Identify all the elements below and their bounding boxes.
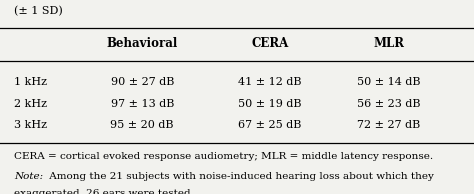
Text: 1 kHz: 1 kHz (14, 77, 47, 87)
Text: 3 kHz: 3 kHz (14, 120, 47, 130)
Text: Behavioral: Behavioral (107, 37, 178, 50)
Text: CERA = cortical evoked response audiometry; MLR = middle latency response.: CERA = cortical evoked response audiomet… (14, 152, 433, 161)
Text: 41 ± 12 dB: 41 ± 12 dB (238, 77, 302, 87)
Text: 56 ± 23 dB: 56 ± 23 dB (357, 99, 420, 109)
Text: 67 ± 25 dB: 67 ± 25 dB (238, 120, 302, 130)
Text: 95 ± 20 dB: 95 ± 20 dB (110, 120, 174, 130)
Text: (± 1 SD): (± 1 SD) (14, 6, 63, 16)
Text: MLR: MLR (373, 37, 404, 50)
Text: Note:: Note: (14, 172, 43, 181)
Text: 2 kHz: 2 kHz (14, 99, 47, 109)
Text: 50 ± 14 dB: 50 ± 14 dB (357, 77, 420, 87)
Text: 90 ± 27 dB: 90 ± 27 dB (110, 77, 174, 87)
Text: 50 ± 19 dB: 50 ± 19 dB (238, 99, 302, 109)
Text: 97 ± 13 dB: 97 ± 13 dB (110, 99, 174, 109)
Text: Among the 21 subjects with noise-induced hearing loss about which they: Among the 21 subjects with noise-induced… (46, 172, 434, 181)
Text: exaggerated, 26 ears were tested.: exaggerated, 26 ears were tested. (14, 189, 194, 194)
Text: CERA: CERA (252, 37, 289, 50)
Text: 72 ± 27 dB: 72 ± 27 dB (357, 120, 420, 130)
